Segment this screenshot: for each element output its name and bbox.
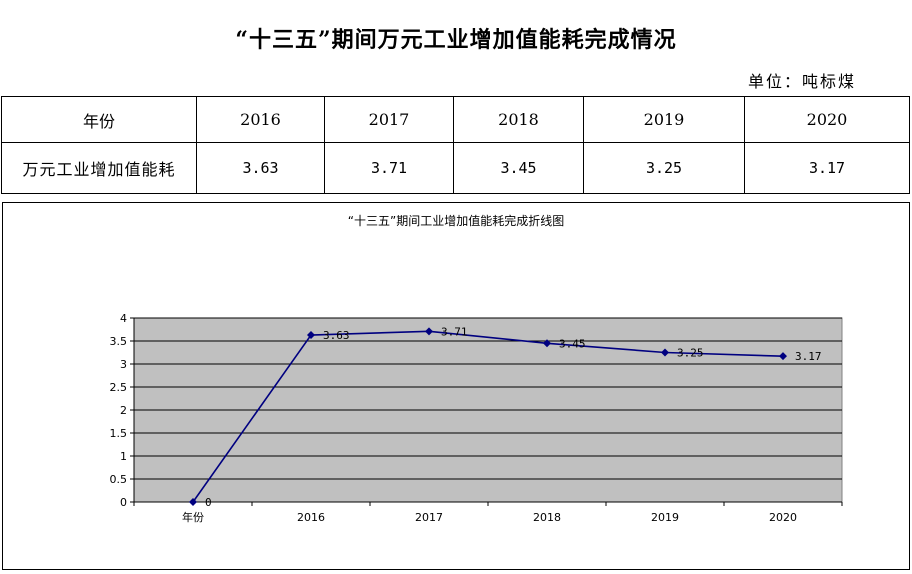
- data-point: [543, 339, 551, 348]
- y-tick-label: 3: [120, 358, 127, 371]
- table-header-row: 年份 2016 2017 2018 2019 2020: [1, 96, 910, 143]
- y-tick-label: 2.5: [110, 381, 128, 394]
- header-2017: 2017: [324, 96, 454, 143]
- data-label: 3.71: [441, 325, 468, 338]
- table-row: 万元工业增加值能耗 3.63 3.71 3.45 3.25 3.17: [1, 142, 910, 194]
- data-point: [779, 352, 787, 361]
- data-point: [425, 327, 433, 336]
- cell-2020: 3.17: [744, 142, 910, 194]
- cell-2016: 3.63: [196, 142, 325, 194]
- header-2018: 2018: [453, 96, 584, 143]
- y-tick-label: 1: [120, 450, 127, 463]
- header-2019: 2019: [583, 96, 745, 143]
- data-label: 3.17: [795, 350, 822, 363]
- page-title: “十三五”期间万元工业增加值能耗完成情况: [235, 27, 677, 53]
- unit-label: 单位：吨标煤: [747, 72, 856, 91]
- data-point: [307, 331, 315, 340]
- row-label: 万元工业增加值能耗: [1, 142, 197, 194]
- y-tick-label: 1.5: [110, 427, 128, 440]
- y-tick-label: 4: [120, 312, 127, 325]
- series-line: [192, 330, 784, 503]
- y-tick-label: 0: [120, 496, 127, 509]
- data-point: [661, 348, 669, 357]
- header-2020: 2020: [744, 96, 910, 143]
- data-label: 0: [205, 496, 212, 509]
- y-tick-label: 3.5: [110, 335, 128, 348]
- x-tick-label: 2017: [415, 511, 443, 524]
- x-tick-label: 年份: [182, 510, 204, 524]
- data-label: 3.25: [677, 347, 704, 360]
- chart-container: “十三五”期间工业增加值能耗完成折线图 0 0.5 1 1.5 2 2.5 3 3.5 4 年份 20…: [2, 202, 910, 570]
- cell-2019: 3.25: [583, 142, 745, 194]
- x-tick-label: 2020: [769, 511, 797, 524]
- y-tick-label: 0.5: [110, 473, 128, 486]
- cell-2017: 3.71: [324, 142, 454, 194]
- header-2016: 2016: [196, 96, 325, 143]
- data-table: 年份 2016 2017 2018 2019 2020 万元工业增加值能耗 3.…: [1, 96, 910, 194]
- x-tick-label: 2016: [297, 511, 325, 524]
- x-tick-label: 2019: [651, 511, 679, 524]
- line-chart: “十三五”期间工业增加值能耗完成折线图 0 0.5 1 1.5 2 2.5 3 3.5 4 年份 20…: [110, 213, 843, 524]
- x-tick-label: 2018: [533, 511, 561, 524]
- data-point: [189, 498, 197, 506]
- chart-title: “十三五”期间工业增加值能耗完成折线图: [348, 213, 564, 228]
- cell-2018: 3.45: [453, 142, 584, 194]
- data-label: 3.45: [559, 337, 586, 350]
- header-year: 年份: [1, 96, 197, 143]
- data-label: 3.63: [323, 329, 350, 342]
- y-tick-label: 2: [120, 404, 127, 417]
